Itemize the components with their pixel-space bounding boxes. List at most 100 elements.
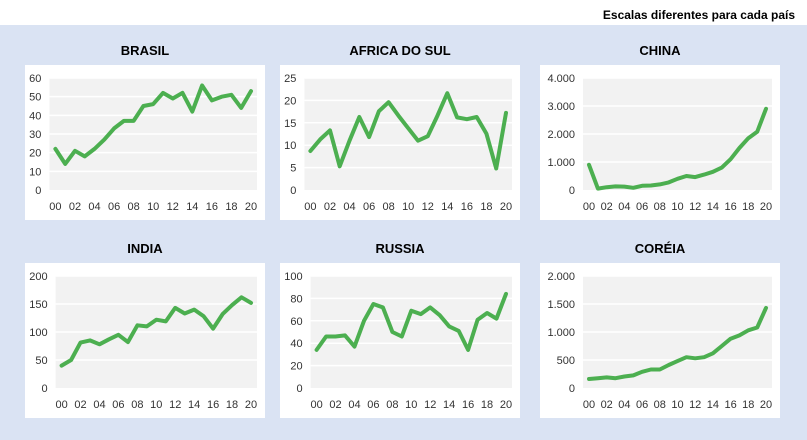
x-tick-label: 06: [636, 201, 648, 213]
y-tick-label: 50: [35, 355, 47, 367]
y-tick-label: 0: [296, 383, 302, 395]
y-tick-label: 0: [290, 185, 296, 197]
plot-area: [304, 78, 512, 190]
y-tick-label: 3.000: [547, 101, 575, 113]
y-tick-label: 25: [284, 73, 296, 85]
line-chart: 0 20 40 60 80 100 00 02 04 06 08 10 12 14 16 18 20: [284, 271, 512, 411]
chart-panel: 0 10 20 30 40 50 60 00 02 04 06 08 10 12 14 16 18 20: [25, 65, 265, 220]
x-tick-label: 20: [760, 399, 772, 411]
x-tick-label: 02: [601, 399, 613, 411]
y-tick-label: 20: [284, 95, 296, 107]
y-tick-label: 10: [29, 166, 41, 178]
x-tick-label: 06: [363, 201, 375, 213]
plot-area: [310, 276, 512, 388]
chart-panel: 0 500 1.000 1.500 2.000 00 02 04 06 08 10 12 14 16 18 2…: [540, 263, 780, 418]
chart-title: BRASIL: [120, 43, 170, 58]
subtitle: Escalas diferentes para cada país: [602, 8, 795, 22]
y-tick-label: 0: [569, 383, 575, 395]
y-tick-label: 2.000: [547, 129, 575, 141]
x-tick-label: 06: [112, 399, 124, 411]
x-tick-label: 18: [225, 201, 237, 213]
x-tick-label: 04: [93, 399, 105, 411]
x-tick-label: 14: [188, 399, 200, 411]
x-tick-label: 10: [671, 399, 683, 411]
x-tick-label: 18: [742, 201, 754, 213]
line-chart: 0 500 1.000 1.500 2.000 00 02 04 06 08 10 12 14 16 18 2…: [547, 271, 772, 411]
x-tick-label: 04: [343, 201, 355, 213]
x-tick-label: 14: [707, 201, 719, 213]
x-tick-label: 10: [405, 399, 417, 411]
line-chart: 0 50 100 150 200 00 02 04 06 08 10 12 14 16 18 20: [29, 271, 257, 411]
x-tick-label: 14: [443, 399, 455, 411]
x-tick-label: 18: [742, 399, 754, 411]
x-tick-label: 16: [724, 399, 736, 411]
chart-title: RUSSIA: [375, 241, 425, 256]
x-tick-label: 08: [654, 201, 666, 213]
x-tick-label: 14: [707, 399, 719, 411]
y-tick-label: 100: [284, 271, 302, 283]
y-tick-label: 0: [41, 383, 47, 395]
x-tick-label: 18: [481, 399, 493, 411]
x-tick-label: 02: [324, 201, 336, 213]
x-tick-label: 16: [207, 399, 219, 411]
x-tick-label: 00: [310, 399, 322, 411]
x-tick-label: 12: [422, 201, 434, 213]
x-tick-label: 12: [689, 399, 701, 411]
line-chart: 0 5 10 15 20 25 00 02 04 06 08 10 12 14 16 18 20: [284, 73, 512, 213]
x-tick-label: 06: [108, 201, 120, 213]
y-tick-label: 4.000: [547, 73, 575, 85]
line-chart: 0 10 20 30 40 50 60 00 02 04 06 08 10 12 14 16 18 20: [29, 73, 257, 213]
x-tick-label: 16: [724, 201, 736, 213]
x-tick-label: 16: [206, 201, 218, 213]
x-tick-label: 20: [760, 201, 772, 213]
x-tick-label: 18: [480, 201, 492, 213]
y-tick-label: 100: [29, 327, 47, 339]
y-tick-label: 40: [29, 110, 41, 122]
x-tick-label: 12: [424, 399, 436, 411]
x-tick-label: 20: [245, 399, 257, 411]
y-tick-label: 0: [569, 185, 575, 197]
y-tick-label: 1.000: [547, 157, 575, 169]
y-tick-label: 500: [557, 355, 575, 367]
x-tick-label: 12: [169, 399, 181, 411]
x-tick-label: 00: [583, 201, 595, 213]
x-tick-label: 06: [367, 399, 379, 411]
y-tick-label: 1.500: [547, 299, 575, 311]
header-bar: Escalas diferentes para cada país: [0, 0, 807, 25]
x-tick-label: 00: [583, 399, 595, 411]
y-tick-label: 20: [29, 148, 41, 160]
chart-title: CORÉIA: [634, 241, 686, 256]
y-tick-label: 60: [29, 73, 41, 85]
chart-title: AFRICA DO SUL: [349, 43, 451, 58]
x-tick-label: 10: [402, 201, 414, 213]
y-tick-label: 2.000: [547, 271, 575, 283]
x-tick-label: 00: [304, 201, 316, 213]
y-tick-label: 20: [290, 361, 302, 373]
chart-panel: 0 5 10 15 20 25 00 02 04 06 08 10 12 14 16 18 20: [280, 65, 520, 220]
x-tick-label: 20: [500, 399, 512, 411]
x-tick-label: 04: [618, 399, 630, 411]
y-tick-label: 1.000: [547, 327, 575, 339]
x-tick-label: 08: [386, 399, 398, 411]
y-tick-label: 10: [284, 140, 296, 152]
x-tick-label: 08: [383, 201, 395, 213]
x-tick-label: 20: [500, 201, 512, 213]
chart-title: INDIA: [127, 241, 163, 256]
x-tick-label: 20: [245, 201, 257, 213]
x-tick-label: 14: [186, 201, 198, 213]
y-tick-label: 5: [290, 163, 296, 175]
x-tick-label: 04: [88, 201, 100, 213]
x-tick-label: 18: [226, 399, 238, 411]
y-tick-label: 200: [29, 271, 47, 283]
x-tick-label: 14: [441, 201, 453, 213]
x-tick-label: 08: [654, 399, 666, 411]
y-tick-label: 150: [29, 299, 47, 311]
x-tick-label: 00: [49, 201, 61, 213]
x-tick-label: 16: [462, 399, 474, 411]
y-tick-label: 15: [284, 118, 296, 130]
x-tick-label: 02: [329, 399, 341, 411]
chart-panel: 0 1.000 2.000 3.000 4.000 00 02 04 06 08 10 12 14 16 1…: [540, 65, 780, 220]
line-chart: 0 1.000 2.000 3.000 4.000 00 02 04 06 08 10 12 14 16 1…: [547, 73, 772, 213]
x-tick-label: 16: [461, 201, 473, 213]
x-tick-label: 10: [671, 201, 683, 213]
